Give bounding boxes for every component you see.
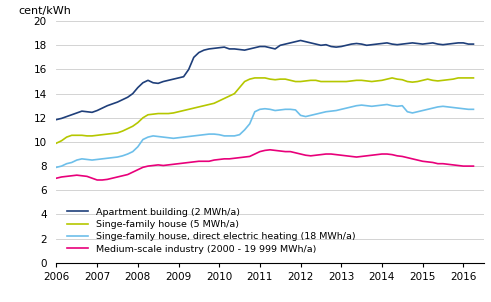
- Line: Medium-scale industry (2000 - 19 999 MWh/a): Medium-scale industry (2000 - 19 999 MWh…: [56, 150, 473, 180]
- Singe-family house (5 MWh/a): [79, 133, 85, 137]
- Medium-scale industry (2000 - 19 999 MWh/a): [94, 178, 100, 182]
- Singe-family house, direct electric heating (18 MWh/a): [54, 165, 59, 169]
- Singe-family house, direct electric heating (18 MWh/a): [354, 104, 359, 108]
- Singe-family house, direct electric heating (18 MWh/a): [79, 157, 85, 161]
- Medium-scale industry (2000 - 19 999 MWh/a): [267, 148, 273, 152]
- Apartment building (2 MWh/a): [384, 41, 390, 45]
- Line: Singe-family house (5 MWh/a): Singe-family house (5 MWh/a): [56, 78, 473, 143]
- Apartment building (2 MWh/a): [470, 42, 476, 46]
- Apartment building (2 MWh/a): [140, 81, 146, 85]
- Singe-family house (5 MWh/a): [384, 77, 390, 81]
- Singe-family house (5 MWh/a): [252, 76, 258, 80]
- Medium-scale industry (2000 - 19 999 MWh/a): [313, 153, 319, 157]
- Singe-family house (5 MWh/a): [114, 131, 120, 135]
- Medium-scale industry (2000 - 19 999 MWh/a): [79, 174, 85, 178]
- Medium-scale industry (2000 - 19 999 MWh/a): [145, 164, 151, 168]
- Singe-family house (5 MWh/a): [140, 116, 146, 120]
- Medium-scale industry (2000 - 19 999 MWh/a): [364, 154, 370, 158]
- Line: Singe-family house, direct electric heating (18 MWh/a): Singe-family house, direct electric heat…: [56, 104, 473, 167]
- Medium-scale industry (2000 - 19 999 MWh/a): [389, 153, 395, 156]
- Singe-family house (5 MWh/a): [54, 141, 59, 145]
- Apartment building (2 MWh/a): [358, 42, 364, 46]
- Singe-family house, direct electric heating (18 MWh/a): [379, 103, 385, 107]
- Legend: Apartment building (2 MWh/a), Singe-family house (5 MWh/a), Singe-family house, : Apartment building (2 MWh/a), Singe-fami…: [65, 206, 357, 255]
- Singe-family house (5 MWh/a): [308, 79, 314, 82]
- Medium-scale industry (2000 - 19 999 MWh/a): [470, 164, 476, 168]
- Singe-family house, direct electric heating (18 MWh/a): [303, 115, 309, 118]
- Singe-family house, direct electric heating (18 MWh/a): [384, 103, 390, 106]
- Text: cent/kWh: cent/kWh: [18, 6, 71, 16]
- Medium-scale industry (2000 - 19 999 MWh/a): [120, 174, 126, 178]
- Singe-family house (5 MWh/a): [358, 79, 364, 82]
- Apartment building (2 MWh/a): [79, 109, 85, 113]
- Apartment building (2 MWh/a): [54, 118, 59, 121]
- Singe-family house, direct electric heating (18 MWh/a): [114, 155, 120, 159]
- Line: Apartment building (2 MWh/a): Apartment building (2 MWh/a): [56, 40, 473, 120]
- Singe-family house, direct electric heating (18 MWh/a): [140, 138, 146, 141]
- Singe-family house, direct electric heating (18 MWh/a): [470, 108, 476, 111]
- Medium-scale industry (2000 - 19 999 MWh/a): [54, 176, 59, 180]
- Apartment building (2 MWh/a): [308, 41, 314, 45]
- Singe-family house (5 MWh/a): [470, 76, 476, 80]
- Apartment building (2 MWh/a): [298, 39, 303, 42]
- Apartment building (2 MWh/a): [114, 100, 120, 104]
